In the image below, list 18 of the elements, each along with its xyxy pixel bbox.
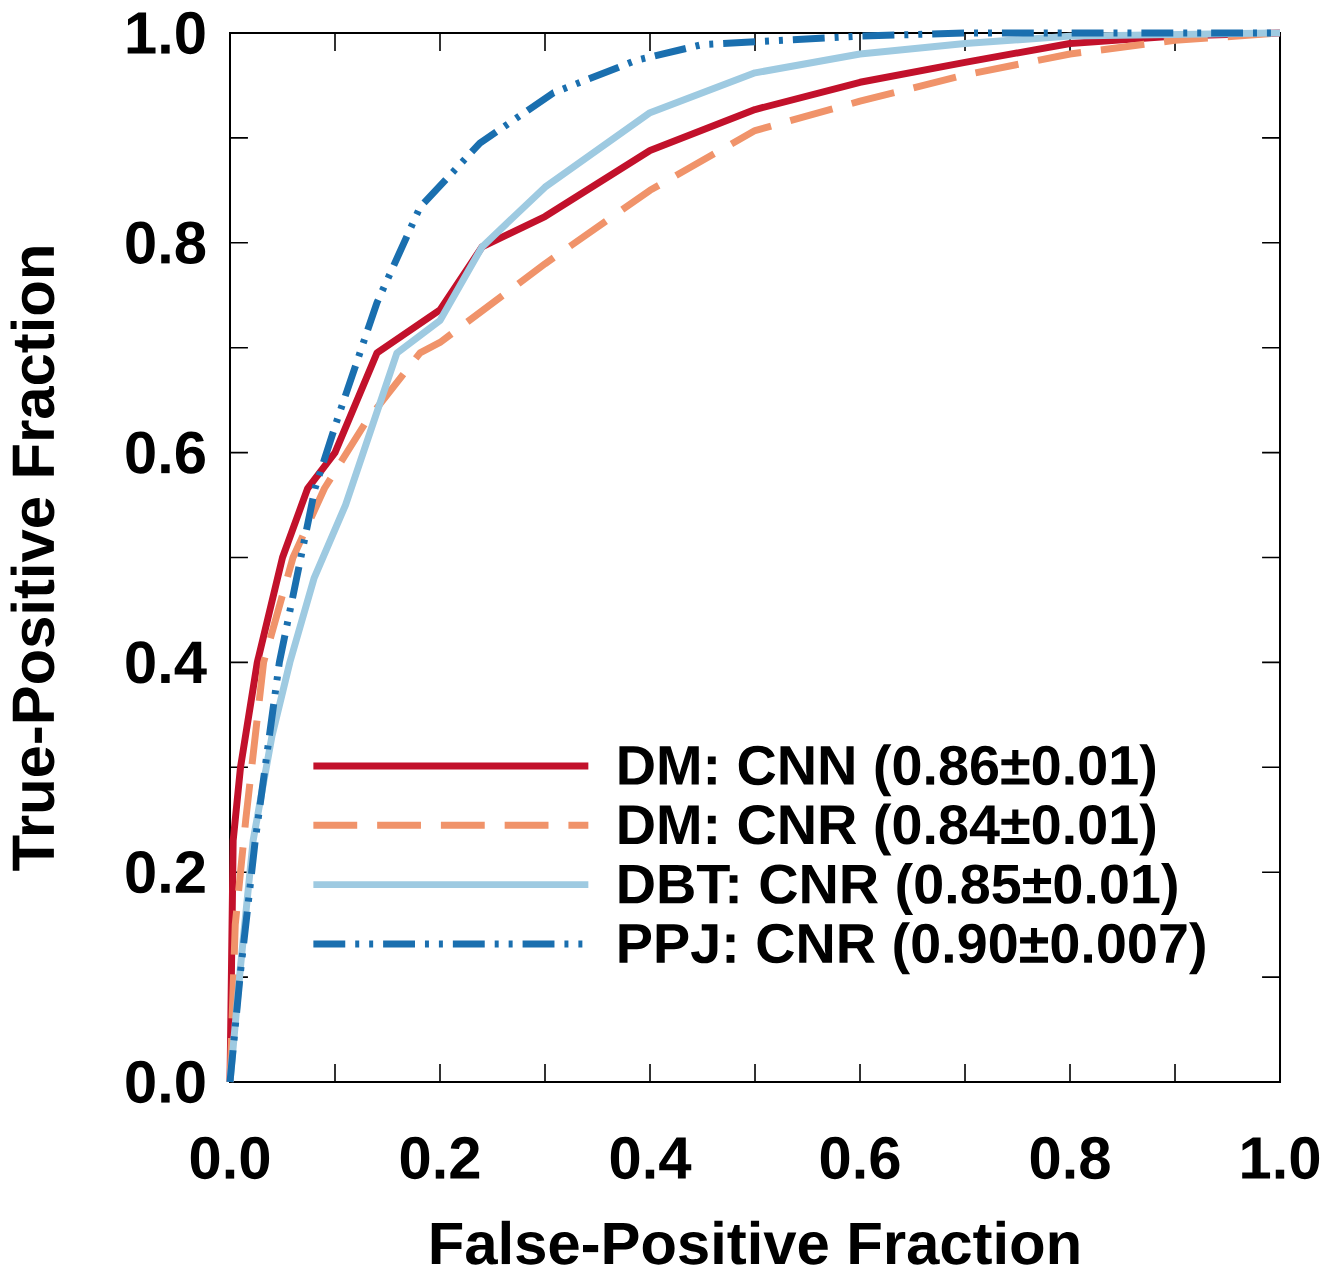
legend-label: DM: CNR (0.84±0.01) xyxy=(619,803,1156,856)
x-axis-title: False-Positive Fraction xyxy=(431,1220,1079,1265)
x-tick-label: 0.6 xyxy=(820,1136,900,1180)
x-tick-label: 0.8 xyxy=(1030,1136,1110,1180)
y-tick-label: 0.4 xyxy=(126,641,207,684)
y-tick-label: 1.0 xyxy=(127,11,205,55)
x-tick-label: 0.2 xyxy=(400,1136,480,1180)
x-tick-label: 1.0 xyxy=(1242,1136,1320,1180)
legend-label: DM: CNN (0.86±0.01) xyxy=(619,744,1156,797)
legend-label: DBT: CNR (0.85±0.01) xyxy=(619,862,1177,915)
x-tick-label: 0.0 xyxy=(190,1136,270,1180)
y-tick-label: 0.6 xyxy=(126,431,205,474)
legend-label: PPJ: CNR (0.90±0.007) xyxy=(619,922,1205,975)
y-tick-label: 0.0 xyxy=(126,1060,205,1104)
x-tick-label: 0.4 xyxy=(610,1136,692,1180)
y-tick-label: 0.2 xyxy=(126,851,205,894)
y-tick-label: 0.8 xyxy=(126,221,206,264)
y-axis-title: True-Positive Fraction xyxy=(10,247,55,871)
